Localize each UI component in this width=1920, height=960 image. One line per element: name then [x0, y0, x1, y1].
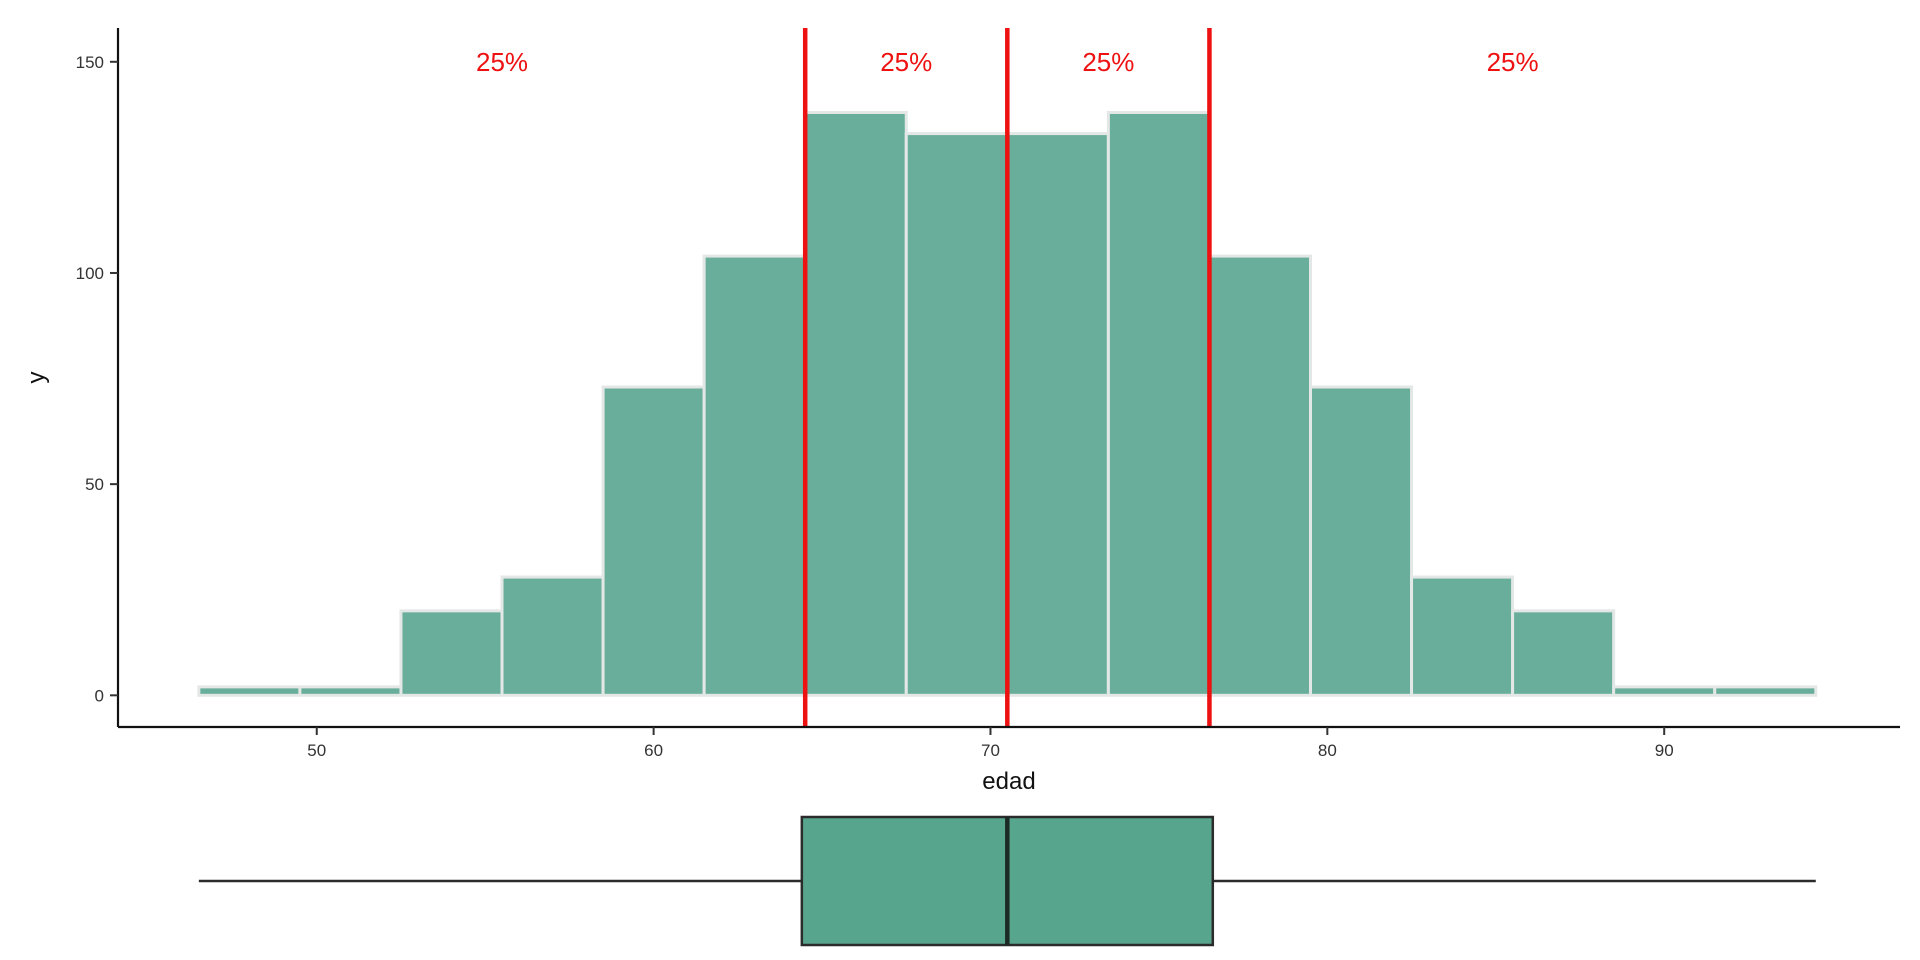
x-tick-label: 90 [1655, 741, 1674, 760]
quartile-label: 25% [880, 47, 932, 77]
histogram-bar [1713, 685, 1818, 697]
quartile-label: 25% [1487, 47, 1539, 77]
y-axis-ticks: 0 50 100 150 [76, 53, 118, 705]
quartile-label: 25% [476, 47, 528, 77]
y-tick-label: 150 [76, 53, 104, 72]
histogram-bar [904, 132, 1009, 697]
axes [116, 28, 1900, 729]
histogram-bar [1106, 110, 1211, 697]
histogram-bar [1005, 132, 1110, 697]
x-axis-ticks: 50 60 70 80 90 [307, 727, 1674, 760]
histogram-bar [1308, 385, 1414, 697]
y-tick-label: 50 [85, 475, 104, 494]
x-axis-title: edad [982, 768, 1035, 795]
x-tick-label: 60 [644, 741, 663, 760]
boxplot [198, 815, 1816, 947]
histogram-bar [601, 385, 706, 697]
quartile-labels: 25% 25% 25% 25% [476, 47, 1539, 77]
histogram-bar [399, 609, 504, 697]
y-axis-title: y [23, 372, 50, 384]
y-tick-label: 0 [95, 686, 104, 705]
quartile-lines [802, 28, 1212, 727]
y-tick-label: 100 [76, 264, 104, 283]
histogram-bar [1511, 609, 1616, 697]
histogram-bar [803, 110, 908, 697]
x-tick-label: 70 [981, 741, 1000, 760]
histogram-bar [702, 254, 807, 697]
quartile-label: 25% [1082, 47, 1134, 77]
histogram-bar [1410, 575, 1515, 697]
histogram-bar [1612, 685, 1717, 697]
x-tick-label: 80 [1318, 741, 1337, 760]
histogram-bars [197, 110, 1818, 697]
histogram-bar [1207, 254, 1312, 697]
histogram-bar [298, 685, 403, 697]
histogram-bar [197, 685, 302, 697]
histogram-bar [500, 575, 605, 697]
x-tick-label: 50 [307, 741, 326, 760]
